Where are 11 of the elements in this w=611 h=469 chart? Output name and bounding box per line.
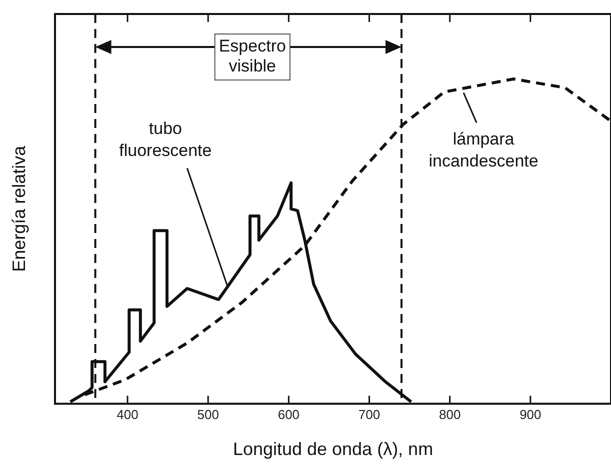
x-tick-label: 900 (520, 407, 542, 422)
x-tick-label: 700 (358, 407, 380, 422)
x-tick-label: 400 (116, 407, 138, 422)
x-tick-label: 600 (278, 407, 300, 422)
y-axis-title: Energía relativa (8, 144, 29, 272)
annotation: lámpara incandescente (428, 129, 538, 170)
x-tick-label: 500 (197, 407, 219, 422)
x-axis-title: Longitud de onda (λ), nm (232, 439, 434, 460)
x-tick-label: 800 (438, 407, 461, 422)
annotation: tubo fluorescente (119, 118, 212, 160)
text: Espectro visible (218, 36, 286, 76)
